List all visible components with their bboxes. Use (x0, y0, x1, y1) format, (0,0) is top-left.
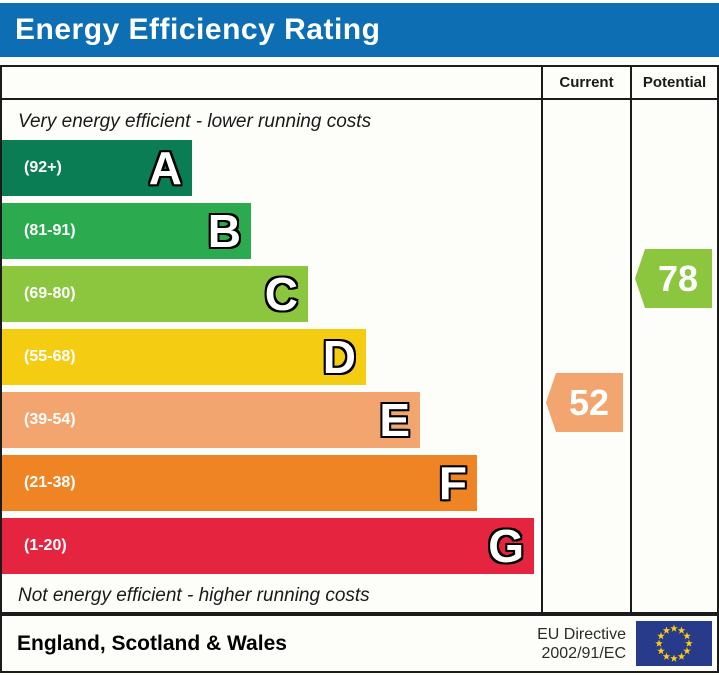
band-D: (55-68) D (2, 329, 366, 385)
header-spacer-cell (2, 67, 541, 100)
potential-column-label: Potential (642, 74, 707, 91)
current-column: 52 (541, 100, 630, 614)
band-letter: G (488, 520, 524, 572)
current-column-label: Current (559, 74, 614, 91)
page-title: Energy Efficiency Rating (15, 13, 381, 46)
band-range-label: (92+) (24, 159, 62, 176)
current-rating-arrow: 52 (546, 373, 623, 432)
potential-rating-value: 78 (657, 257, 699, 299)
band-range-label: (21-38) (24, 474, 76, 491)
current-column-header: Current (541, 67, 630, 100)
band-range-label: (39-54) (24, 411, 76, 428)
current-rating-value: 52 (568, 381, 610, 423)
band-list: (92+) A (81-91) B (69-80) C (55-68) D (39-54) E (2… (2, 140, 541, 574)
band-range-label: (1-20) (24, 537, 67, 554)
band-letter: E (379, 394, 410, 446)
rating-table: Current Potential Very energy efficient … (0, 65, 719, 673)
band-letter: D (322, 331, 356, 383)
title-bar: Energy Efficiency Rating (0, 3, 719, 57)
band-letter: A (148, 142, 182, 194)
potential-column: 78 (630, 100, 717, 614)
band-E: (39-54) E (2, 392, 420, 448)
bottom-note: Not energy efficient - higher running co… (18, 585, 370, 606)
top-note: Very energy efficient - lower running co… (18, 111, 372, 132)
band-range-label: (55-68) (24, 348, 76, 365)
band-C: (69-80) C (2, 266, 308, 322)
footer-bar: England, Scotland & Wales EU Directive 2… (2, 614, 717, 671)
band-F: (21-38) F (2, 455, 477, 511)
band-letter: B (207, 205, 241, 257)
band-range-label: (81-91) (24, 222, 76, 239)
eu-flag-icon (636, 621, 712, 666)
potential-rating-arrow: 78 (635, 249, 712, 308)
chart-area: Very energy efficient - lower running co… (2, 100, 541, 614)
eu-directive-line2: 2002/91/EC (541, 644, 626, 662)
region-label: England, Scotland & Wales (17, 631, 287, 655)
band-letter: C (264, 268, 298, 320)
eu-directive-label: EU Directive 2002/91/EC (537, 625, 626, 663)
band-G: (1-20) G (2, 518, 534, 574)
eu-directive-line1: EU Directive (537, 625, 626, 643)
band-letter: F (438, 457, 467, 509)
band-B: (81-91) B (2, 203, 251, 259)
footer-right-group: EU Directive 2002/91/EC (537, 621, 712, 666)
band-A: (92+) A (2, 140, 192, 196)
band-range-label: (69-80) (24, 285, 76, 302)
potential-column-header: Potential (630, 67, 717, 100)
